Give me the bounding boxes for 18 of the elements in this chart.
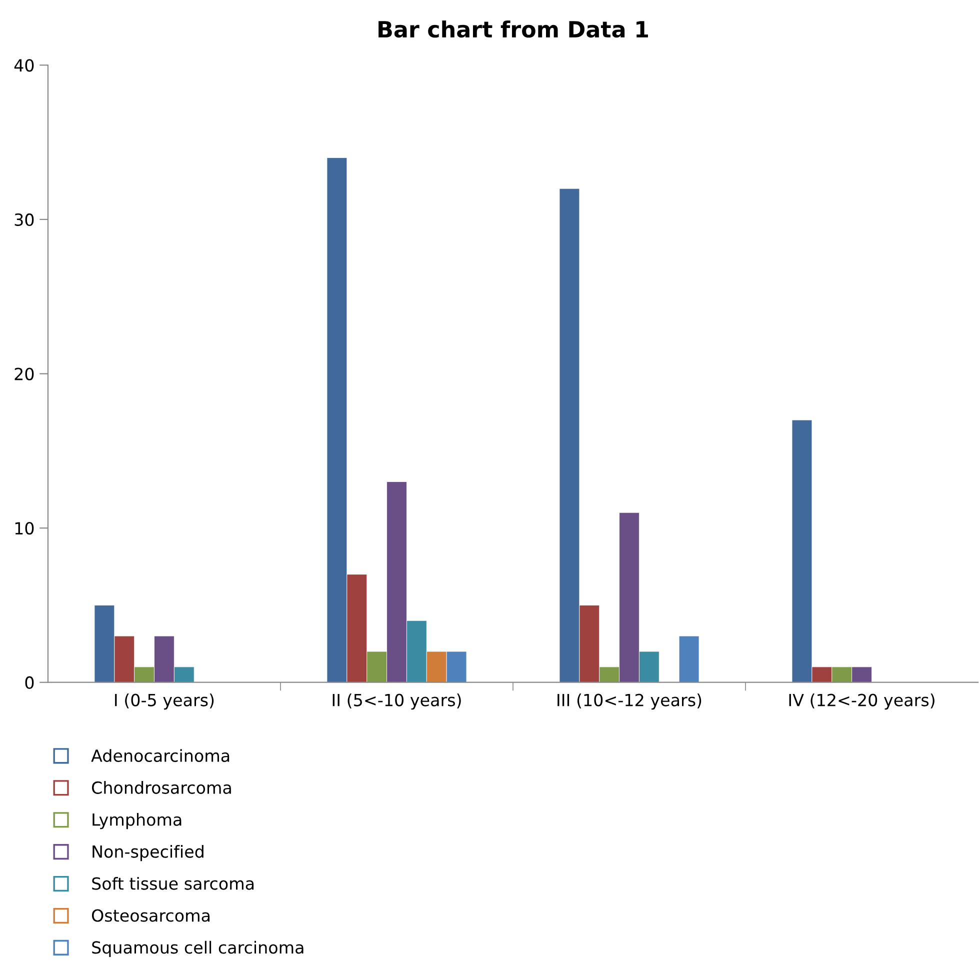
x-tick-label: II (5<-10 years) <box>332 693 461 710</box>
legend-label: Soft tissue sarcoma <box>92 876 254 890</box>
legend-label: Adenocarcinoma <box>91 749 230 762</box>
y-tick-label: 0 <box>25 676 34 689</box>
y-tick-label: 10 <box>15 522 34 535</box>
legend-label: Osteosarcoma <box>92 909 210 922</box>
y-tick-label: 40 <box>14 59 34 72</box>
x-tick-label: I (0-5 years) <box>115 693 214 710</box>
legend-label: Non-specified <box>92 844 204 862</box>
y-tick-label: 30 <box>14 213 34 226</box>
y-tick-label: 20 <box>14 368 34 380</box>
legend-label: Lymphoma <box>92 813 182 830</box>
x-tick-label: IV (12<-20 years) <box>789 693 934 710</box>
bar <box>678 636 700 682</box>
legend-label: Chondrosarcoma <box>92 781 231 794</box>
chart-title: Bar chart from Data 1 <box>378 20 648 38</box>
x-tick-label: III (10<-12 years) <box>558 693 702 710</box>
legend-label: Squamous cell carcinoma <box>92 940 304 957</box>
